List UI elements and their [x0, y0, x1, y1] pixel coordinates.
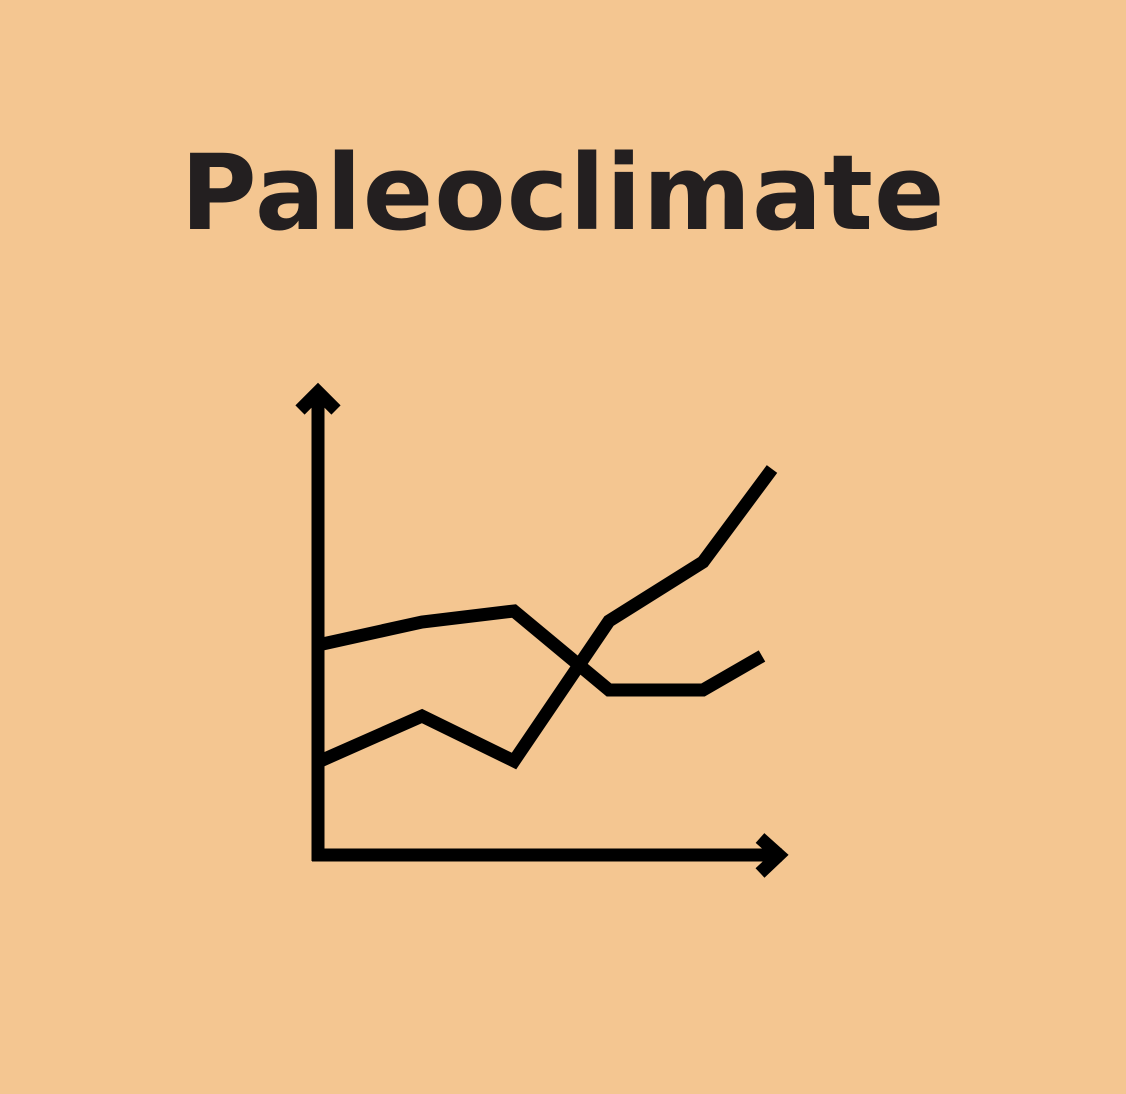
page-title: Paleoclimate	[180, 132, 946, 254]
x-axis-arrowhead	[755, 833, 789, 878]
series-line-lower	[315, 465, 778, 770]
series-line-upper	[316, 604, 766, 697]
y-axis-arrowhead	[295, 382, 341, 415]
